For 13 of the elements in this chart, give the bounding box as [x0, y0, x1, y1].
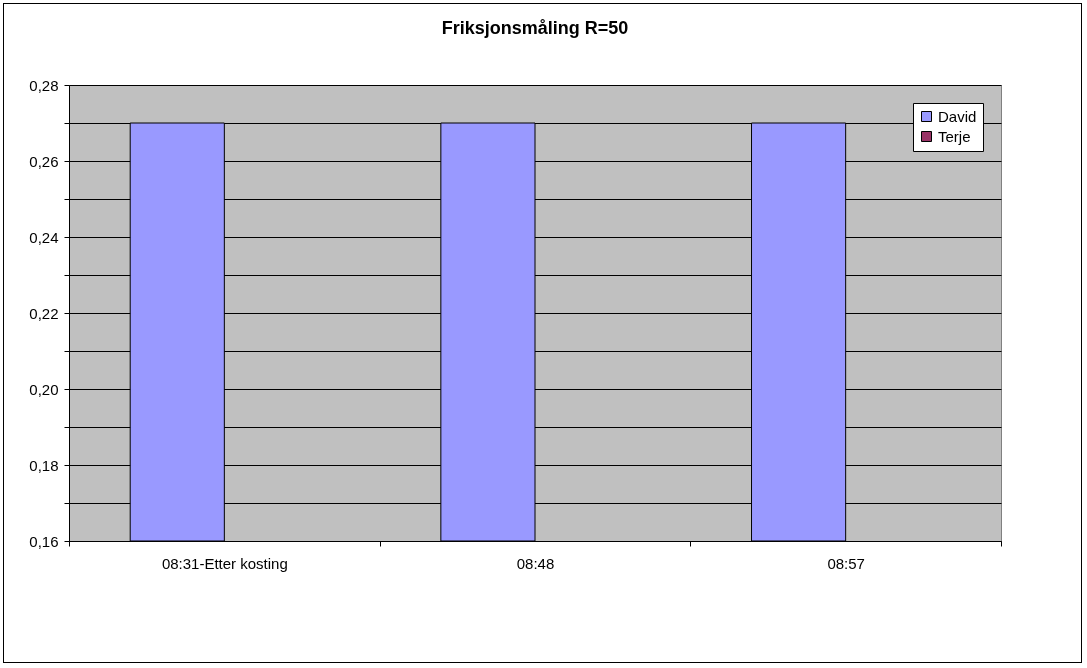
y-tick-label: 0,20 — [29, 380, 59, 398]
x-tick-label: 08:31-Etter kosting — [161, 554, 288, 572]
y-tick-label: 0,24 — [29, 228, 59, 246]
x-tick-label: 08:48 — [516, 554, 555, 572]
x-tick-label: 08:57 — [827, 554, 865, 572]
legend-label: David — [938, 107, 977, 125]
y-tick-label: 0,26 — [29, 152, 59, 170]
y-tick-label: 0,28 — [29, 76, 59, 94]
y-tick-label: 0,22 — [29, 304, 59, 322]
y-tick-label: 0,16 — [29, 532, 59, 550]
chart-title: Friksjonsmåling R=50 — [441, 18, 629, 38]
legend-label: Terje — [938, 127, 971, 145]
y-tick-label: 0,18 — [29, 456, 59, 474]
